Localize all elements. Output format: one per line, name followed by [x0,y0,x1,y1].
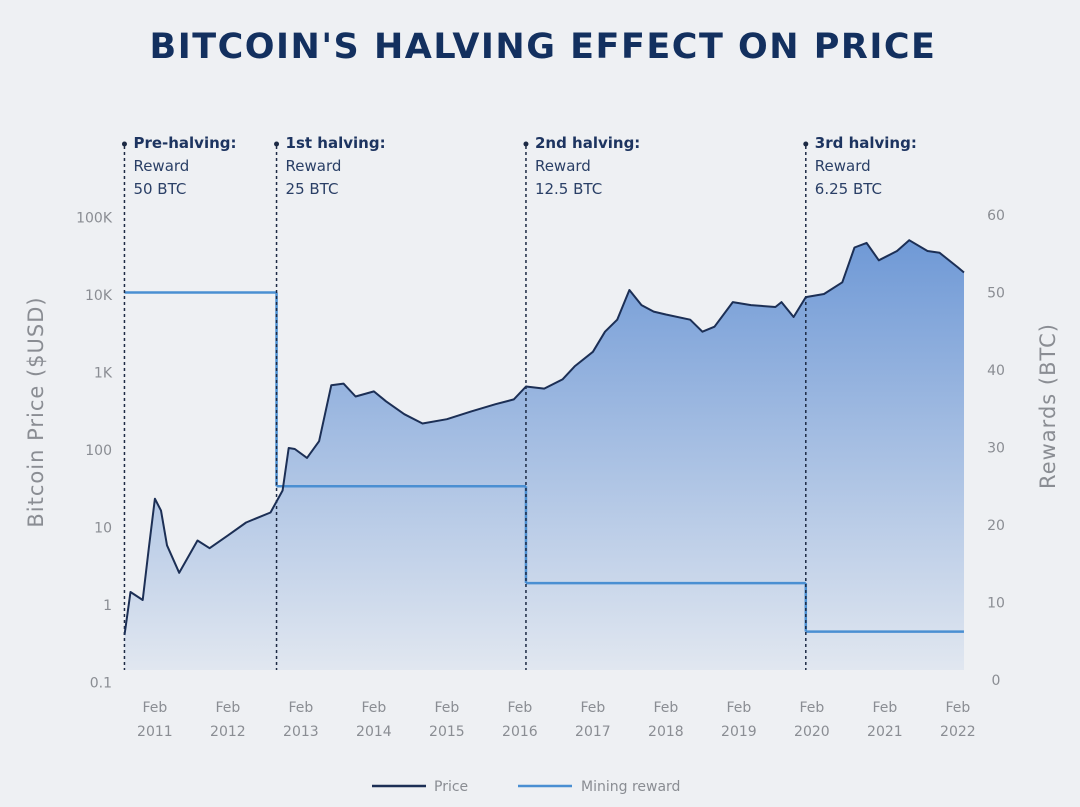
x-tick-month: Feb [142,700,167,716]
chart-title: BITCOIN'S HALVING EFFECT ON PRICE [150,27,937,67]
x-tick-year: 2020 [794,724,830,740]
x-tick-month: Feb [215,700,240,716]
y2-tick-label: 10 [987,596,1005,612]
price-area [124,240,964,670]
x-tick-year: 2011 [137,724,173,740]
x-tick-month: Feb [726,700,751,716]
x-tick-year: 2012 [210,724,246,740]
y2-tick-label: 50 [987,286,1005,302]
y2-tick-label: 0 [992,673,1001,689]
y-tick-label: 1 [103,598,112,614]
x-tick-year: 2022 [940,724,976,740]
halving-marker-dot [121,141,127,147]
x-tick-year: 2021 [867,724,903,740]
x-tick-month: Feb [507,700,532,716]
x-tick-month: Feb [288,700,313,716]
x-tick-month: Feb [361,700,386,716]
halving-marker-dot [523,141,529,147]
y2-axis-label: Rewards (BTC) [1036,323,1060,489]
price-line [123,239,965,636]
halving-annotation: 2nd halving: Reward 12.5 BTC [523,134,640,670]
y-tick-label: 10 [94,521,112,537]
halving-line1: Reward [815,157,871,175]
y-tick-label: 100 [85,443,112,459]
y-tick-label: 100K [76,211,113,227]
legend: Price Mining reward [372,779,680,795]
y-axis-label: Bitcoin Price ($USD) [24,296,48,527]
halving-annotation: 3rd halving: Reward 6.25 BTC [803,134,917,670]
x-tick-month: Feb [945,700,970,716]
y-tick-label: 1K [94,366,113,382]
legend-price-label: Price [434,779,468,795]
y2-tick-label: 20 [987,518,1005,534]
x-tick-year: 2018 [648,724,684,740]
halving-line2: 50 BTC [133,180,186,198]
x-tick-year: 2016 [502,724,538,740]
halving-marker-dot [274,141,280,147]
halving-marker-dot [803,141,809,147]
y2-tick-label: 30 [987,441,1005,457]
x-tick-month: Feb [872,700,897,716]
halving-title: 2nd halving: [535,134,640,152]
x-tick-month: Feb [580,700,605,716]
halving-annotation: Pre-halving: Reward 50 BTC [121,134,237,670]
x-tick-month: Feb [799,700,824,716]
halving-line1: Reward [286,157,342,175]
x-tick-year: 2019 [721,724,757,740]
legend-reward-label: Mining reward [581,779,680,795]
halving-line1: Reward [535,157,591,175]
x-tick-year: 2017 [575,724,611,740]
halving-title: 3rd halving: [815,134,917,152]
x-tick-month: Feb [653,700,678,716]
halving-line2: 12.5 BTC [535,180,602,198]
halving-line1: Reward [133,157,189,175]
y-tick-label: 10K [85,288,113,304]
x-tick-year: 2014 [356,724,392,740]
x-tick-year: 2015 [429,724,465,740]
halving-title: Pre-halving: [133,134,236,152]
halving-line2: 6.25 BTC [815,180,882,198]
y2-tick-label: 40 [987,363,1005,379]
y2-tick-label: 60 [987,208,1005,224]
halving-title: 1st halving: [286,134,386,152]
halving-annotation: 1st halving: Reward 25 BTC [274,134,386,670]
halving-line2: 25 BTC [286,180,339,198]
x-tick-year: 2013 [283,724,319,740]
y-tick-label: 0.1 [90,676,112,692]
x-tick-month: Feb [434,700,459,716]
